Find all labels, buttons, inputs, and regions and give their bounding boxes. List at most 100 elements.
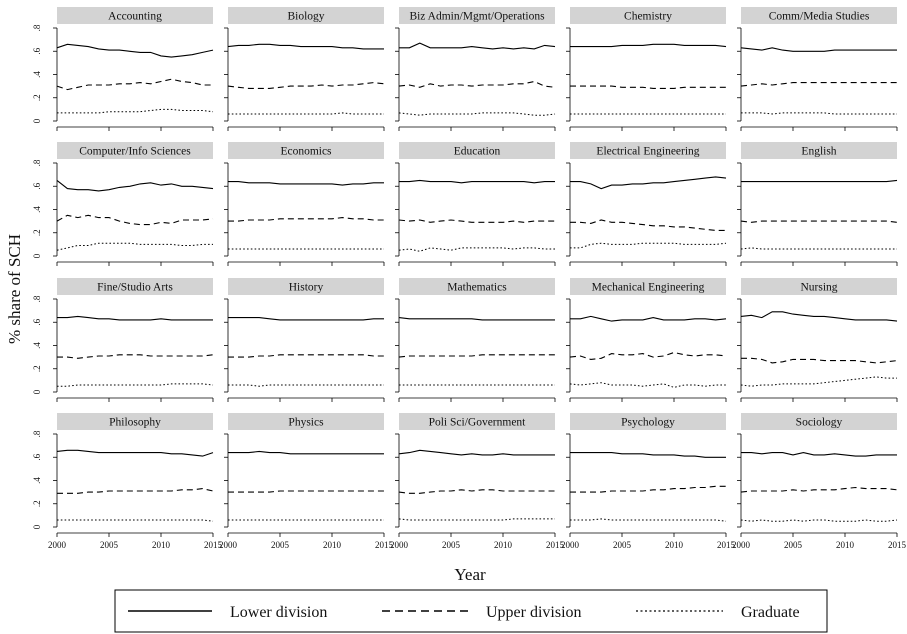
y-tick-label: .2 xyxy=(32,229,42,236)
panel-title: Education xyxy=(454,146,501,158)
x-tick-label: 2005 xyxy=(271,540,290,550)
x-tick-label: 2005 xyxy=(442,540,461,550)
x-tick-label: 2015 xyxy=(375,540,394,550)
y-tick-label: 0 xyxy=(32,253,42,258)
panel-title: Economics xyxy=(280,146,332,158)
series-line-lower xyxy=(740,311,898,322)
series-line-upper xyxy=(56,214,214,226)
panel-header xyxy=(741,413,897,430)
series-line-lower xyxy=(228,317,384,321)
y-tick-label: .8 xyxy=(32,430,42,437)
series-line-upper xyxy=(398,80,556,88)
panel-title: Poli Sci/Government xyxy=(429,417,527,429)
y-tick-label: .2 xyxy=(32,94,42,101)
series-line-upper xyxy=(570,219,726,231)
panel-history: History xyxy=(224,278,385,402)
series-line-lower xyxy=(570,176,727,190)
series-line-graduate xyxy=(57,519,214,522)
series-line-lower xyxy=(56,179,214,192)
series-line-lower xyxy=(741,179,898,183)
series-line-upper xyxy=(398,354,555,358)
panel-header xyxy=(57,7,213,24)
series-line-graduate xyxy=(398,112,556,116)
series-line-graduate xyxy=(228,384,384,387)
panel-title: Computer/Info Sciences xyxy=(79,146,191,158)
y-tick-label: .2 xyxy=(32,500,42,507)
panel-biology: Biology xyxy=(224,7,385,131)
series-line-upper xyxy=(740,220,898,223)
y-tick-label: 0 xyxy=(32,118,42,123)
panel-education: Education xyxy=(395,142,556,266)
series-line-lower xyxy=(56,449,214,457)
panels-grid: Accounting 0 .2 .4 .6 .8 Biology Biz Admin/Mgmt… xyxy=(32,7,907,550)
panel-title: Biology xyxy=(287,11,324,23)
series-line-graduate xyxy=(228,112,384,115)
x-tick-label: 2000 xyxy=(48,540,67,550)
x-tick-label: 2015 xyxy=(204,540,223,550)
series-line-upper xyxy=(228,490,384,493)
series-line-graduate xyxy=(398,247,555,252)
series-line-lower xyxy=(741,452,897,457)
panel-title: English xyxy=(801,146,836,158)
y-axis-title: % share of SCH xyxy=(5,234,24,344)
panel-header xyxy=(570,413,726,430)
panel-psychology: Psychology 2000 2005 2010 2015 xyxy=(561,413,736,550)
x-tick-label: 2005 xyxy=(100,540,119,550)
panel-nursing: Nursing xyxy=(737,278,898,402)
panel-chemistry: Chemistry xyxy=(566,7,727,131)
panel-title: Sociology xyxy=(796,417,843,429)
y-tick-label: .6 xyxy=(32,47,42,54)
panel-header xyxy=(570,278,726,295)
y-tick-label: .2 xyxy=(32,365,42,372)
y-tick-label: 0 xyxy=(32,389,42,394)
series-line-graduate xyxy=(56,242,213,251)
series-line-lower xyxy=(740,47,897,52)
series-line-lower xyxy=(228,181,384,186)
series-line-upper xyxy=(57,354,214,359)
series-line-graduate xyxy=(398,518,555,521)
panel-economics: Economics xyxy=(224,142,385,266)
series-line-upper xyxy=(740,486,898,493)
panel-header xyxy=(399,142,555,159)
x-tick-label: 2005 xyxy=(613,540,632,550)
series-line-upper xyxy=(740,82,897,87)
series-line-lower xyxy=(570,43,727,48)
panel-header xyxy=(399,413,555,430)
panel-title: Comm/Media Studies xyxy=(769,11,870,23)
legend-label-lower: Lower division xyxy=(230,604,327,621)
panel-philosophy: Philosophy 0 .2 .4 .6 .8 2000 2005 2010 2015 xyxy=(32,413,223,550)
panel-header xyxy=(57,142,213,159)
series-line-upper xyxy=(227,82,385,89)
series-line-upper xyxy=(57,488,214,494)
panel-title: Mechanical Engineering xyxy=(592,282,705,294)
panel-header xyxy=(570,7,726,24)
panel-header xyxy=(570,142,726,159)
series-line-graduate xyxy=(740,519,898,522)
series-line-upper xyxy=(741,357,898,364)
panel-header xyxy=(399,7,555,24)
series-line-upper xyxy=(228,354,384,358)
y-tick-label: .4 xyxy=(32,71,42,78)
legend-frame xyxy=(114,589,828,633)
series-line-lower xyxy=(56,43,214,58)
panel-title: Nursing xyxy=(800,282,837,294)
series-line-upper xyxy=(569,351,727,360)
panel-title: Psychology xyxy=(621,417,675,429)
panel-title: Physics xyxy=(288,417,324,429)
panel-title: Philosophy xyxy=(109,417,161,429)
panel-title: Mathematics xyxy=(447,282,507,294)
x-tick-label: 2005 xyxy=(784,540,803,550)
panel-title: Chemistry xyxy=(624,11,672,23)
series-line-lower xyxy=(228,450,384,455)
x-tick-label: 2000 xyxy=(390,540,409,550)
panel-mechanical-engineering: Mechanical Engineering xyxy=(566,278,727,402)
legend-label-graduate: Graduate xyxy=(741,604,800,621)
panel-fine-studio-arts: Fine/Studio Arts 0 .2 .4 .6 .8 xyxy=(32,278,214,402)
y-tick-label: .4 xyxy=(32,342,42,349)
panel-title: Accounting xyxy=(108,11,162,23)
panel-title: Electrical Engineering xyxy=(596,146,699,158)
series-line-graduate xyxy=(569,382,726,388)
series-line-graduate xyxy=(741,112,897,115)
x-tick-label: 2010 xyxy=(323,540,342,550)
